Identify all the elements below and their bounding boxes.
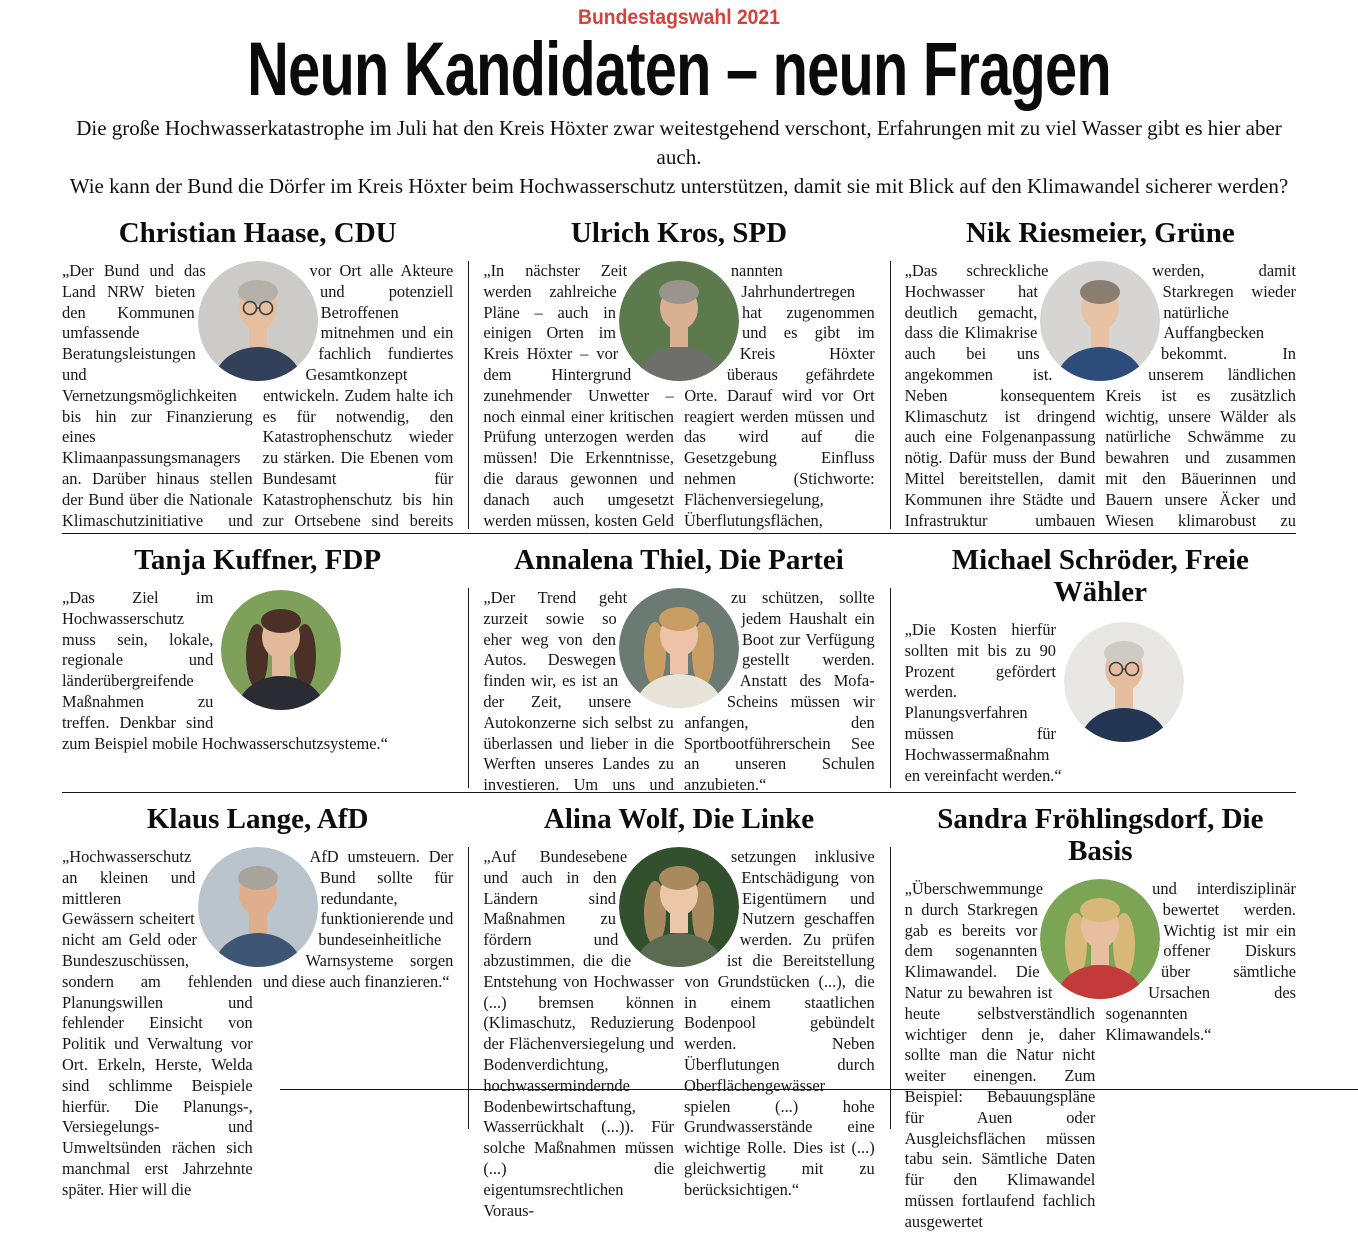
quote-text: werden, damit Starkregen wieder natürlic… <box>1105 261 1296 533</box>
quote-text: vor Ort alle Akteure und potenziell Betr… <box>262 261 454 533</box>
candidate-name: Michael Schröder, Freie Wähler <box>951 544 1249 608</box>
quote-text: zu schützen, sollte jedem Haushalt ein B… <box>684 588 875 792</box>
row-divider <box>62 792 1296 793</box>
column-divider <box>889 588 891 788</box>
bottom-page-rule <box>280 1088 1358 1090</box>
panel-kros-spd: Ulrich Kros, SPD „In nächster Zeit werde… <box>483 217 874 533</box>
quote-text: „Das Ziel im Hochwasserschutz muss sein,… <box>62 588 388 753</box>
intro-text: Die große Hochwasserkatastrophe im Juli … <box>62 114 1296 201</box>
quote-text: „In nächster Zeit werden zahlreiche Plän… <box>483 261 674 533</box>
candidate-photo <box>618 588 739 708</box>
candidate-photo <box>1040 879 1161 999</box>
column-divider <box>889 261 891 529</box>
candidate-row-2: Tanja Kuffner, FDP „Das Ziel im Hochwass… <box>62 534 1296 792</box>
candidate-row-3: Klaus Lange, AfD „Hochwasserschutz an kl… <box>62 793 1296 1231</box>
quote-left-column: „Der Bund und das Land NRW bieten den Ko… <box>62 261 253 533</box>
candidate-name: Alina Wolf, Die Linke <box>543 803 815 835</box>
candidate-photo <box>618 261 739 381</box>
candidate-photo <box>221 590 342 710</box>
candidate-name: Sandra Fröhlingsdorf, Die Basis <box>937 803 1264 867</box>
quote-right-column: vor Ort alle Akteure und potenziell Betr… <box>263 261 454 533</box>
quote-left-column: „Das schreckliche Hochwasser hat deutlic… <box>905 261 1096 533</box>
newspaper-page: Bundestagswahl 2021 Neun Kandidaten – ne… <box>0 6 1358 1231</box>
candidate-photo <box>1064 622 1184 742</box>
column-divider <box>468 261 470 529</box>
candidate-name: Klaus Lange, AfD <box>146 803 369 835</box>
panel-haase-cdu: Christian Haase, CDU „Der Bund und das L… <box>62 217 453 533</box>
quote-text: „Das schreckliche Hochwasser hat deutlic… <box>904 261 1096 533</box>
panel-riesmeier-gruene: Nik Riesmeier, Grüne „Das schreckliche H… <box>905 217 1296 533</box>
quote-text: AfD umsteuern. Der Bund sollte für redun… <box>263 847 454 991</box>
quote-text: nannten Jahrhundertregen hat zugenommen … <box>684 261 875 533</box>
candidate-photo <box>618 847 739 967</box>
candidate-name: Annalena Thiel, Die Partei <box>514 544 844 576</box>
quote-text: „Die Kosten hierfür sollten mit bis zu 9… <box>904 620 1062 785</box>
candidate-row-1: Christian Haase, CDU „Der Bund und das L… <box>62 207 1296 533</box>
quote-right-column: werden, damit Starkregen wieder natürlic… <box>1105 261 1296 533</box>
candidate-name: Ulrich Kros, SPD <box>570 217 788 249</box>
candidate-name: Christian Haase, CDU <box>118 217 397 249</box>
candidate-name: Nik Riesmeier, Grüne <box>965 217 1235 249</box>
quote-text: und interdisziplinär bewertet werden. Wi… <box>1105 879 1296 1044</box>
panel-thiel-diepartei: Annalena Thiel, Die Partei „Der Trend ge… <box>483 544 874 792</box>
quote-right-column: und interdisziplinär bewertet werden. Wi… <box>1105 879 1296 1233</box>
kicker: Bundestagswahl 2021 <box>578 6 780 29</box>
quote-right-column: nannten Jahrhundertregen hat zugenommen … <box>684 261 875 533</box>
quote-text: „Der Trend geht zurzeit sowie so eher we… <box>483 588 674 792</box>
candidate-name: Tanja Kuffner, FDP <box>134 544 382 576</box>
quote-left-column: „Der Trend geht zurzeit sowie so eher we… <box>483 588 674 792</box>
quote-right-column: AfD umsteuern. Der Bund sollte für redun… <box>263 847 454 1201</box>
row-divider <box>62 533 1296 534</box>
panel-lange-afd: Klaus Lange, AfD „Hochwasserschutz an kl… <box>62 803 453 1233</box>
quote-left-column: „In nächster Zeit werden zahlreiche Plän… <box>483 261 674 533</box>
page-title: Neun Kandidaten – neun Fragen <box>247 27 1111 112</box>
panel-froehlingsdorf-diebasis: Sandra Fröhlingsdorf, Die Basis „Übersch… <box>905 803 1296 1233</box>
column-divider <box>889 847 891 1129</box>
intro-line-1: Die große Hochwasserkatastrophe im Juli … <box>76 116 1282 169</box>
panel-wolf-dielinke: Alina Wolf, Die Linke „Auf Bundesebene u… <box>483 803 874 1233</box>
article-header: Bundestagswahl 2021 Neun Kandidaten – ne… <box>62 6 1296 201</box>
column-divider <box>468 588 470 788</box>
intro-line-2: Wie kann der Bund die Dörfer im Kreis Hö… <box>69 174 1289 198</box>
candidate-photo <box>1040 261 1161 381</box>
panel-schroeder-freiewaehler: Michael Schröder, Freie Wähler „Die Kost… <box>905 544 1296 792</box>
candidate-photo <box>197 261 318 381</box>
candidate-photo <box>197 847 318 967</box>
quote-right-column: zu schützen, sollte jedem Haushalt ein B… <box>684 588 875 792</box>
quote-text: „Der Bund und das Land NRW bieten den Ko… <box>62 261 253 533</box>
panel-kuffner-fdp: Tanja Kuffner, FDP „Das Ziel im Hochwass… <box>62 544 453 792</box>
column-divider <box>468 847 470 1129</box>
